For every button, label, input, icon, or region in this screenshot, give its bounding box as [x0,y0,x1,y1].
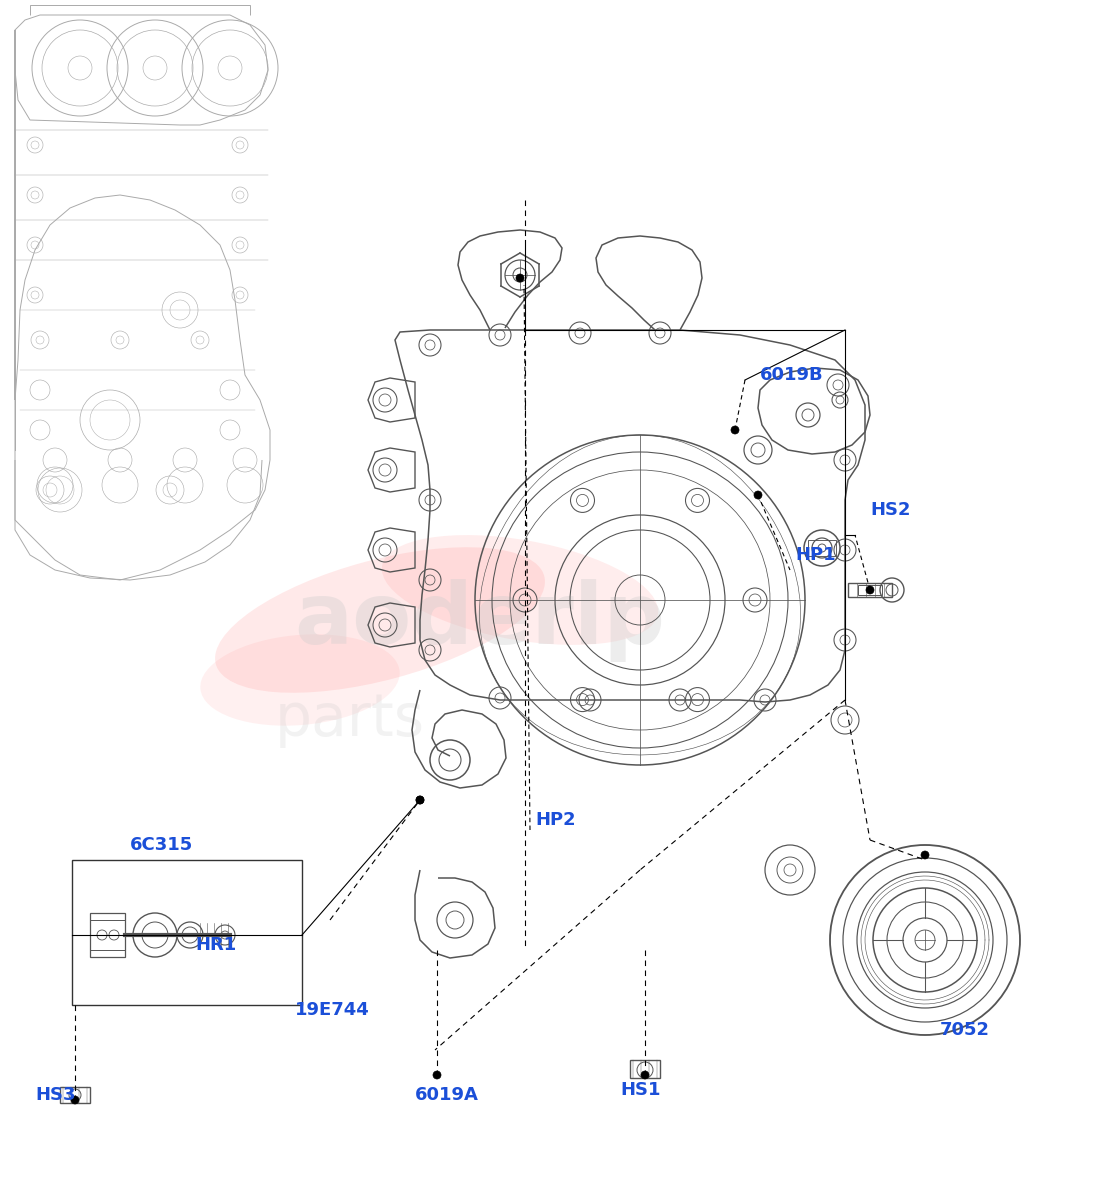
Text: aoderlp: aoderlp [295,578,666,661]
Bar [630,1060,660,1078]
Text: HP1: HP1 [795,546,836,564]
Circle shape [416,796,424,804]
Ellipse shape [215,547,545,692]
Circle shape [641,1070,649,1079]
Circle shape [433,1070,440,1079]
Circle shape [516,274,524,282]
Bar [848,583,892,596]
Bar [72,860,302,1006]
Bar [858,584,882,595]
Text: 19E744: 19E744 [295,1001,370,1019]
Text: parts: parts [275,691,425,749]
Circle shape [754,491,762,499]
Text: HP2: HP2 [535,811,575,829]
Text: HS2: HS2 [870,502,911,518]
Bar [91,920,125,950]
Circle shape [866,586,874,594]
Bar [60,1087,91,1103]
Text: 6C315: 6C315 [130,836,193,854]
Text: HS1: HS1 [620,1081,660,1099]
Circle shape [71,1096,79,1104]
Circle shape [921,851,928,859]
Text: 7052: 7052 [940,1021,990,1039]
Bar [808,540,836,556]
Text: HR1: HR1 [195,936,236,954]
Text: 6019B: 6019B [760,366,824,384]
Circle shape [731,426,739,434]
Text: 6019A: 6019A [415,1086,479,1104]
Ellipse shape [382,535,658,644]
Circle shape [416,796,424,804]
Text: HS3: HS3 [35,1086,75,1104]
Bar [91,913,125,958]
Ellipse shape [200,635,400,726]
